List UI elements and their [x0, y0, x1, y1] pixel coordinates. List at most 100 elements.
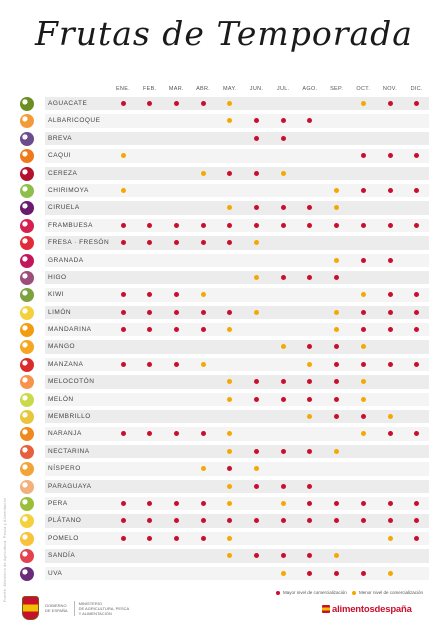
fruit-row: POMELO	[16, 530, 429, 547]
legend-low-dot	[352, 590, 356, 595]
high-season-dot	[280, 274, 286, 280]
lemon-icon	[20, 305, 34, 320]
row-band	[45, 462, 429, 476]
high-season-dot	[387, 309, 393, 315]
month-label: MAR.	[168, 86, 184, 92]
low-season-dot	[227, 205, 233, 211]
month-label: FEB.	[142, 86, 157, 92]
high-season-dot	[147, 222, 153, 228]
low-season-dot	[280, 344, 286, 350]
high-season-dot	[387, 361, 393, 367]
high-season-dot	[334, 379, 340, 385]
row-band	[45, 514, 429, 528]
low-season-dot	[280, 570, 286, 576]
high-season-dot	[280, 396, 286, 402]
persimmon-icon	[20, 149, 34, 164]
high-season-dot	[173, 222, 179, 228]
fruit-name: PERA	[48, 499, 68, 507]
fruit-row: NÍSPERO	[16, 460, 429, 477]
high-season-dot	[227, 222, 233, 228]
low-season-dot	[307, 414, 313, 420]
high-season-dot	[360, 222, 366, 228]
high-season-dot	[147, 535, 153, 541]
high-season-dot	[120, 101, 126, 106]
fruit-row: LIMÓN	[16, 304, 429, 321]
high-season-dot	[173, 292, 179, 298]
high-season-dot	[147, 309, 153, 315]
raspberry-icon	[20, 218, 34, 233]
high-season-dot	[147, 500, 153, 506]
apricot-icon	[20, 114, 34, 129]
fig-icon	[20, 270, 34, 285]
high-season-dot	[254, 483, 259, 489]
row-band	[45, 131, 429, 146]
fruit-name: MANDARINA	[48, 326, 92, 334]
low-season-dot	[227, 118, 233, 124]
row-band	[45, 479, 429, 493]
high-season-dot	[173, 101, 179, 106]
low-season-dot	[360, 344, 366, 350]
pear-icon	[20, 496, 34, 511]
low-season-dot	[227, 379, 233, 385]
kiwi-icon	[20, 288, 34, 303]
high-season-dot	[120, 327, 126, 333]
fruit-name: PARAGUAYA	[48, 482, 92, 490]
high-season-dot	[280, 118, 286, 124]
month-label: JUL.	[276, 86, 290, 92]
fruit-row: MELOCOTÓN	[16, 373, 429, 390]
low-season-dot	[254, 466, 259, 472]
high-season-dot	[173, 327, 179, 333]
high-season-dot	[120, 500, 126, 506]
fruit-row: HIGO	[16, 269, 429, 286]
low-season-dot	[227, 431, 233, 437]
fruit-row: CHIRIMOYA	[16, 182, 429, 199]
high-season-dot	[414, 535, 420, 541]
high-season-dot	[200, 431, 206, 437]
high-season-dot	[200, 222, 206, 228]
fruit-name: MELOCOTÓN	[48, 378, 95, 386]
high-season-dot	[360, 414, 366, 420]
month-label: MAY.	[223, 86, 237, 92]
high-season-dot	[334, 361, 340, 367]
row-band	[45, 236, 429, 250]
high-season-dot	[334, 414, 340, 420]
nectarine-icon	[20, 444, 34, 459]
low-season-dot	[280, 500, 286, 506]
low-season-dot	[227, 553, 233, 559]
high-season-dot	[120, 222, 126, 228]
fruit-row: UVA	[16, 565, 429, 582]
fruit-row: FRAMBUESA	[16, 217, 429, 234]
fruit-row: PLÁTANO	[16, 512, 429, 529]
row-band	[45, 253, 429, 267]
high-season-dot	[120, 361, 126, 367]
legend-low-label: Menor nivel de comercialización	[359, 590, 424, 595]
high-season-dot	[254, 118, 259, 124]
high-season-dot	[280, 379, 286, 385]
high-season-dot	[147, 240, 153, 246]
fruit-name: AGUACATE	[48, 100, 88, 107]
high-season-dot	[387, 431, 393, 437]
month-label: SEP.	[330, 86, 344, 92]
high-season-dot	[307, 274, 313, 280]
apple-icon	[20, 357, 34, 372]
high-season-dot	[280, 448, 286, 454]
high-season-dot	[280, 205, 286, 211]
row-band	[45, 566, 429, 580]
fruit-name: FRESA · FRESÓN	[48, 239, 110, 247]
orange-icon	[20, 427, 34, 442]
fruit-row: CEREZA	[16, 165, 429, 182]
high-season-dot	[414, 187, 420, 193]
row-band	[45, 323, 429, 337]
ministry-line1: MINISTERIO	[78, 600, 102, 606]
high-season-dot	[120, 431, 126, 437]
high-season-dot	[200, 535, 206, 541]
low-season-dot	[227, 396, 233, 402]
brand-logo: alimentosdespaña	[322, 604, 412, 615]
low-season-dot	[387, 570, 393, 576]
spain-flag-icon	[322, 605, 330, 613]
month-label: OCT.	[356, 86, 371, 92]
fruit-row: GRANADA	[16, 252, 429, 269]
high-season-dot	[387, 327, 393, 333]
ministry-label: MINISTERIO DE AGRICULTURA, PESCA Y ALIME…	[73, 600, 129, 616]
high-season-dot	[173, 309, 179, 315]
